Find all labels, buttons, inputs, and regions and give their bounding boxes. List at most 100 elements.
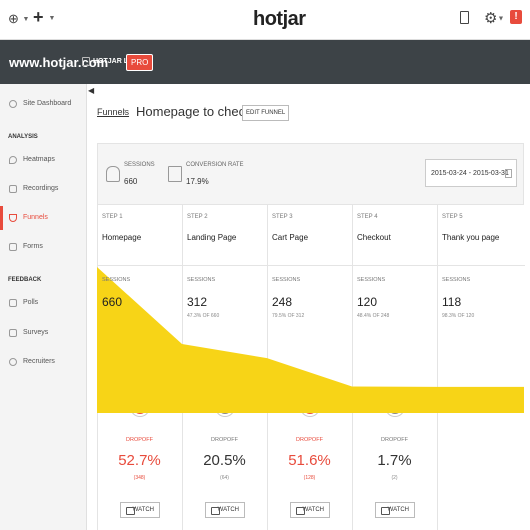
step-sessions-percent: 47.3% OF 660	[187, 313, 220, 319]
step-sessions-label: SESSIONS	[272, 277, 301, 283]
step-sessions-value: 120	[357, 295, 378, 309]
step-sessions-percent: 98.3% OF 120	[442, 313, 475, 319]
sessions-label: SESSIONS	[124, 162, 155, 168]
dropoff-count: (64)	[220, 475, 229, 481]
step-column-4: STEP 4 Checkout SESSIONS 120 48.4% OF 24…	[353, 205, 438, 530]
step-number: STEP 2	[187, 214, 208, 220]
plus-icon[interactable]: + ▼	[33, 7, 56, 27]
step-column-5: STEP 5 Thank you page SESSIONS 118 98.3%…	[438, 205, 525, 530]
hotjar-logo[interactable]: hotjar	[253, 8, 306, 30]
step-sessions-value: 118	[442, 295, 462, 309]
step-sessions-value: 248	[272, 295, 293, 309]
sidebar-item-funnels[interactable]: Funnels	[0, 206, 87, 230]
top-bar: ⊕ ▼ + ▼ hotjar ⚙▼ !	[0, 0, 530, 40]
sidebar-item-dashboard[interactable]: Site Dashboard	[0, 92, 87, 116]
dropoff-4: ↓ DROPOFF 1.7% (2) WATCH	[352, 395, 437, 530]
date-range-picker[interactable]: 2015-03-24 - 2015-03-31	[425, 159, 517, 187]
dropoff-label: DROPOFF	[126, 437, 153, 443]
funnel-icon	[9, 214, 17, 222]
step-column-3: STEP 3 Cart Page SESSIONS 248 79.5% OF 3…	[268, 205, 353, 530]
document-icon[interactable]	[460, 11, 469, 24]
watch-recordings-button[interactable]: WATCH	[375, 502, 415, 518]
sidebar-item-forms[interactable]: Forms	[0, 235, 87, 259]
form-icon	[9, 243, 17, 251]
gear-icon[interactable]: ⚙▼	[484, 10, 505, 27]
step-name: Cart Page	[272, 233, 309, 242]
recording-icon	[9, 185, 17, 193]
flame-icon	[9, 156, 17, 164]
breadcrumb-funnels[interactable]: Funnels	[97, 107, 130, 117]
edit-funnel-button[interactable]: EDIT FUNNEL	[242, 105, 290, 121]
calendar-icon	[505, 169, 512, 178]
step-name: Thank you page	[442, 233, 500, 242]
sidebar-item-surveys[interactable]: Surveys	[0, 321, 87, 345]
dropoff-label: DROPOFF	[211, 437, 238, 443]
step-sessions-label: SESSIONS	[357, 277, 386, 283]
dropoff-count: (348)	[133, 475, 146, 481]
step-number: STEP 1	[102, 214, 123, 220]
dropoff-percent: 51.6%	[288, 452, 331, 469]
step-name: Landing Page	[187, 233, 237, 242]
watch-recordings-button[interactable]: WATCH	[120, 502, 160, 518]
chart-icon	[168, 166, 182, 182]
collapse-sidebar-icon[interactable]: ◀	[88, 86, 95, 95]
sidebar-item-label: Site Dashboard	[23, 100, 72, 107]
notification-icon[interactable]: !	[510, 10, 522, 24]
watch-recordings-button[interactable]: WATCH	[205, 502, 245, 518]
step-sessions-percent: 48.4% OF 248	[357, 313, 390, 319]
dropoff-1: ↓ DROPOFF 52.7% (348) WATCH	[97, 395, 182, 530]
org-icon	[82, 57, 90, 66]
step-sessions-label: SESSIONS	[102, 277, 131, 283]
step-sessions-label: SESSIONS	[442, 277, 471, 283]
poll-icon	[9, 299, 17, 307]
plan-badge: PRO	[126, 54, 154, 71]
site-bar: www.hotjar.com HOTJAR LTD. PRO	[0, 40, 530, 84]
chevron-right-icon: ›	[123, 106, 127, 117]
step-sessions-percent: 79.5% OF 312	[272, 313, 305, 319]
step-name: Checkout	[357, 233, 391, 242]
user-icon	[106, 166, 120, 182]
step-name: Homepage	[102, 233, 142, 242]
date-range-text: 2015-03-24 - 2015-03-31	[431, 170, 509, 177]
step-number: STEP 5	[442, 214, 463, 220]
dropoff-count: (2)	[391, 475, 398, 481]
dropoff-3: ↓ DROPOFF 51.6% (128) WATCH	[267, 395, 352, 530]
sessions-value: 660	[124, 177, 138, 186]
sidebar-item-polls[interactable]: Polls	[0, 291, 87, 315]
dropoff-percent: 1.7%	[377, 452, 412, 469]
site-name[interactable]: www.hotjar.com	[9, 55, 109, 70]
funnel-chart	[97, 267, 524, 413]
dropoff-percent: 52.7%	[118, 452, 161, 469]
sidebar-item-label: Surveys	[23, 329, 49, 336]
conversion-label: CONVERSION RATE	[186, 162, 244, 168]
sidebar-item-label: Funnels	[23, 214, 48, 221]
dropoff-label: DROPOFF	[296, 437, 323, 443]
page-title: Homepage to checkout	[136, 104, 270, 119]
step-number: STEP 3	[272, 214, 293, 220]
step-sessions-value: 660	[102, 295, 123, 309]
recruiter-icon	[9, 358, 17, 366]
step-sessions-value: 312	[187, 295, 208, 309]
sidebar: Site Dashboard ANALYSIS Heatmaps Recordi…	[0, 84, 87, 530]
divider	[98, 265, 525, 266]
sidebar-item-recruiters[interactable]: Recruiters	[0, 350, 87, 374]
sidebar-item-heatmaps[interactable]: Heatmaps	[0, 148, 87, 172]
survey-icon	[9, 329, 17, 337]
section-heading-feedback: FEEDBACK	[8, 277, 42, 283]
dropoff-label: DROPOFF	[381, 437, 408, 443]
watch-recordings-button[interactable]: WATCH	[290, 502, 330, 518]
dashboard-icon	[9, 100, 17, 108]
sidebar-item-label: Forms	[23, 243, 43, 250]
section-heading-analysis: ANALYSIS	[8, 134, 38, 140]
sidebar-item-recordings[interactable]: Recordings	[0, 177, 87, 201]
sidebar-item-label: Polls	[23, 299, 39, 306]
sidebar-item-label: Heatmaps	[23, 156, 55, 163]
globe-icon[interactable]: ⊕ ▼	[8, 11, 30, 26]
step-sessions-label: SESSIONS	[187, 277, 216, 283]
dropoff-2: ↓ DROPOFF 20.5% (64) WATCH	[182, 395, 267, 530]
dropoff-count: (128)	[303, 475, 316, 481]
funnel-area	[97, 267, 524, 413]
sidebar-item-label: Recordings	[23, 185, 59, 192]
sidebar-item-label: Recruiters	[23, 358, 55, 365]
step-number: STEP 4	[357, 214, 378, 220]
